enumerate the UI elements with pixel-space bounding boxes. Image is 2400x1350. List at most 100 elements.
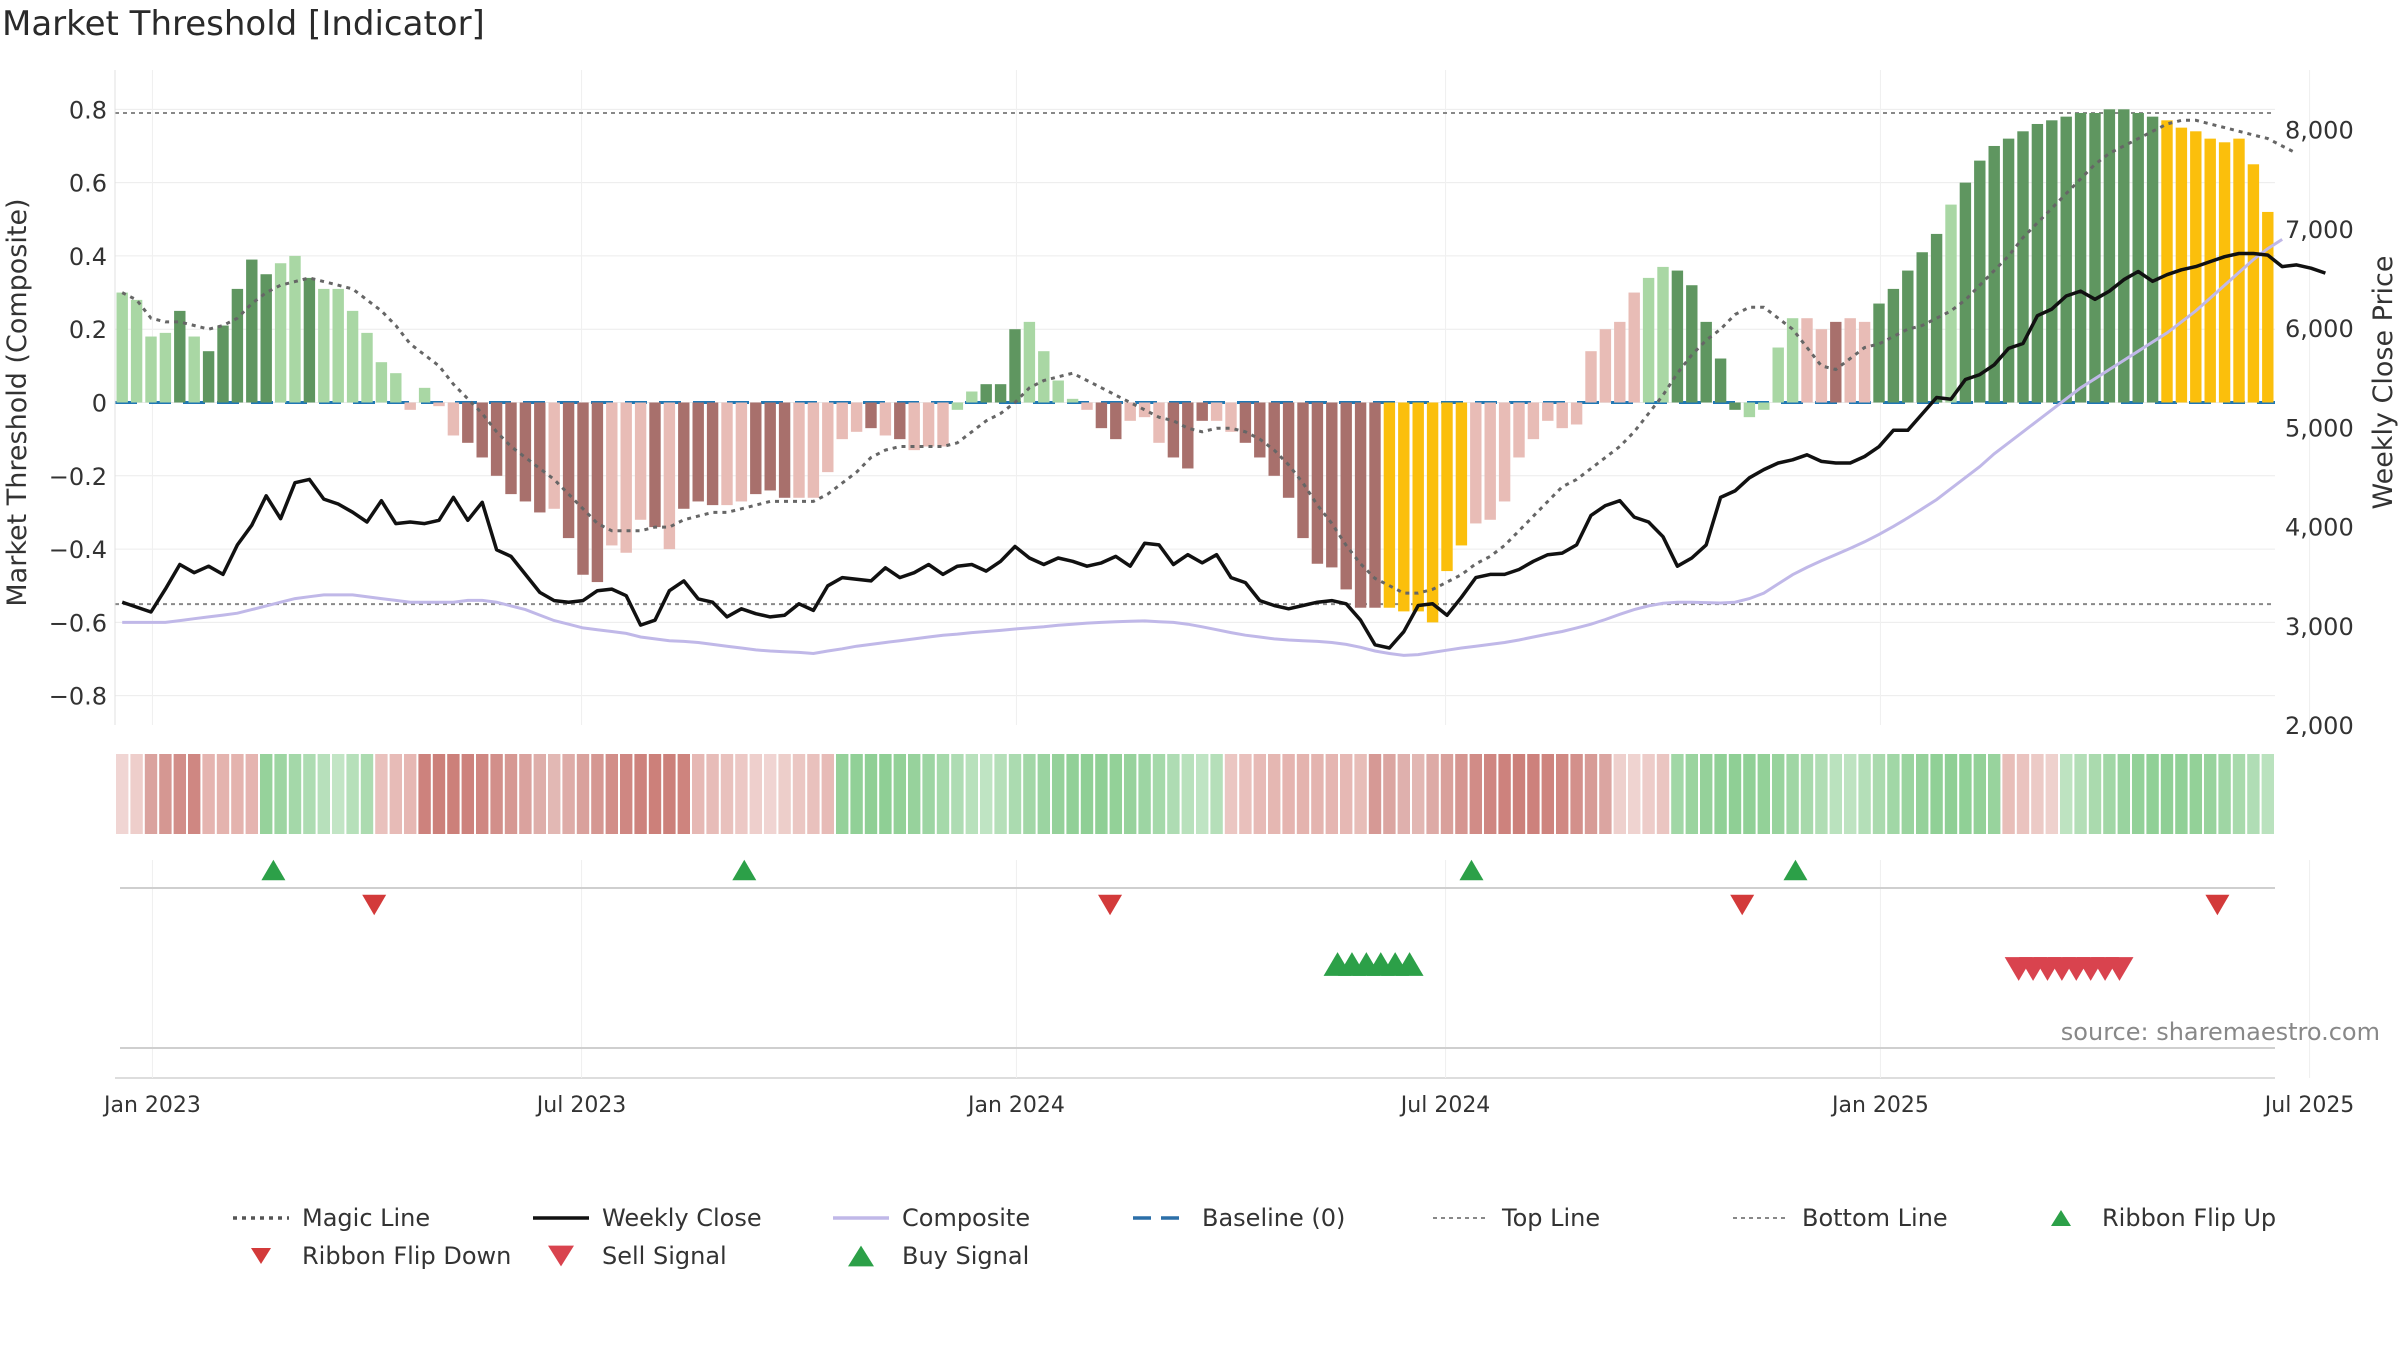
legend-marker [548, 1245, 574, 1267]
ribbon-cell [2189, 754, 2202, 834]
ribbon-cell [274, 754, 287, 834]
y-right-tick-label: 2,000 [2285, 712, 2354, 740]
x-tick-label: Jul 2025 [2263, 1093, 2355, 1118]
ribbon-cell [1296, 754, 1310, 834]
ribbon-cell [908, 754, 921, 834]
ribbon-cell [2074, 754, 2087, 834]
histogram-bar [1801, 318, 1813, 403]
ribbon-cell [2175, 754, 2188, 834]
legend-label: Ribbon Flip Up [2102, 1204, 2277, 1232]
ribbon-cell [389, 754, 402, 834]
histogram-bar [548, 402, 560, 509]
histogram-bar [1959, 182, 1972, 403]
ribbon-cell [2132, 754, 2145, 834]
ribbon-cell [1311, 754, 1324, 834]
ribbon-cell [548, 754, 561, 834]
ribbon-cell [605, 754, 618, 834]
histogram-bar [390, 373, 402, 403]
legend-symbol [1133, 1216, 1189, 1220]
reference-lines [115, 111, 2275, 606]
ribbon-cell [375, 754, 388, 834]
histogram-bar [620, 402, 632, 553]
histogram-bar [1470, 402, 1482, 524]
x-tick-label: Jul 2023 [535, 1093, 627, 1118]
ribbon-cell [360, 754, 374, 834]
ribbon-cell [1397, 754, 1410, 834]
ribbon-cell [1930, 754, 1943, 834]
ribbon-cell [1685, 754, 1698, 834]
ribbon-cell [1210, 754, 1223, 834]
histogram-bar [1311, 402, 1324, 564]
ribbon-cell [1023, 754, 1036, 834]
histogram-bar [246, 259, 258, 403]
histogram-bar [1585, 351, 1597, 403]
ribbon-cell [720, 754, 734, 834]
y-left-tick-label: 0 [92, 390, 107, 418]
ribbon-flip-up-marker [1783, 859, 1808, 881]
ribbon-cell [2117, 754, 2130, 834]
ribbon-cell [332, 754, 345, 834]
y-left-tick-label: 0.8 [69, 96, 107, 124]
histogram-bar [1930, 233, 1943, 403]
ribbon-cell [346, 754, 359, 834]
histogram-bar [1945, 204, 1957, 403]
ribbon-cell [1800, 754, 1814, 834]
histogram-bar [1412, 402, 1424, 612]
ribbon-cell [1858, 754, 1871, 834]
histogram-bar [1124, 402, 1136, 421]
histogram-bar [1095, 402, 1108, 429]
legend-item: Buy Signal [830, 1242, 1029, 1270]
histogram-bar [807, 402, 820, 498]
y-left-tick-label: −0.4 [49, 536, 107, 564]
histogram-bar [2218, 142, 2231, 403]
histogram-bar [1426, 402, 1439, 623]
legend-symbol [548, 1245, 574, 1267]
histogram-bar [2175, 127, 2188, 403]
ribbon-cell [591, 754, 604, 834]
series-lines [121, 118, 2326, 657]
legend-label: Buy Signal [902, 1242, 1030, 1270]
histogram-bar [634, 402, 647, 520]
ribbon-cell [1080, 754, 1094, 834]
ribbon-cell [706, 754, 719, 834]
histogram-bar [1988, 145, 2000, 403]
histogram-bar [462, 402, 474, 443]
ribbon-cell [1340, 754, 1353, 834]
histogram-bar [1354, 402, 1367, 608]
legend-symbol [251, 1248, 271, 1264]
histogram-bar [346, 310, 359, 403]
histogram-bar [1628, 292, 1640, 403]
ribbon-cell [2218, 754, 2231, 834]
legend-item: Baseline (0) [1130, 1204, 1345, 1232]
ribbon-cell [1484, 754, 1497, 834]
ribbon-cell [821, 754, 834, 834]
ribbon-cell [519, 754, 532, 834]
ribbon-cell [1196, 754, 1209, 834]
histogram-bar [879, 402, 892, 436]
legend-item: Composite [830, 1204, 1030, 1232]
histogram-bar [2089, 112, 2101, 403]
ribbon-cell [1743, 754, 1756, 834]
legend-symbol [1733, 1217, 1789, 1219]
histogram-bar [980, 384, 992, 403]
ribbon-cell [1584, 754, 1598, 834]
histogram-bar [1671, 270, 1684, 403]
histogram-bar [922, 402, 935, 447]
ribbon-cell [1008, 754, 1022, 834]
y-right-tick-label: 3,000 [2285, 613, 2354, 641]
histogram-bar [447, 402, 460, 436]
ribbon-cell [245, 754, 258, 834]
histogram-bar [1268, 402, 1280, 476]
histogram-bar [1484, 402, 1496, 520]
ribbon-flip-down-marker [2205, 894, 2230, 916]
x-tick-label: Jan 2024 [966, 1093, 1065, 1118]
ribbon-cell [231, 754, 244, 834]
histogram-bar [735, 402, 748, 502]
ribbon-cell [2204, 754, 2217, 834]
ribbon-cell [1253, 754, 1266, 834]
ribbon-cell [2016, 754, 2030, 834]
ribbon-cell [1181, 754, 1194, 834]
ribbon-cell [2060, 754, 2073, 834]
buy-signal-marker [1395, 952, 1424, 976]
ribbon-cell [1973, 754, 1986, 834]
